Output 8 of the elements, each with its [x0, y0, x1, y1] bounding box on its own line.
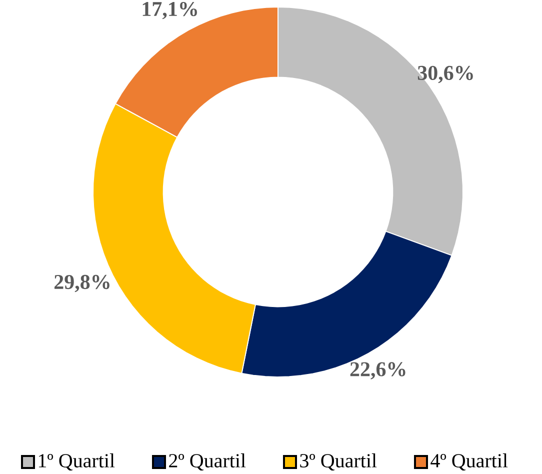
data-label: 17,1%: [142, 2, 197, 20]
legend-label: 2º Quartil: [169, 453, 246, 471]
legend-label: 3º Quartil: [300, 453, 377, 471]
data-label: 22,6%: [350, 362, 406, 380]
data-label: 30,6%: [418, 66, 473, 84]
legend-label: 4º Quartil: [430, 453, 508, 471]
legend-label: 1º Quartil: [38, 453, 115, 471]
data-label: 29,8%: [54, 274, 110, 292]
